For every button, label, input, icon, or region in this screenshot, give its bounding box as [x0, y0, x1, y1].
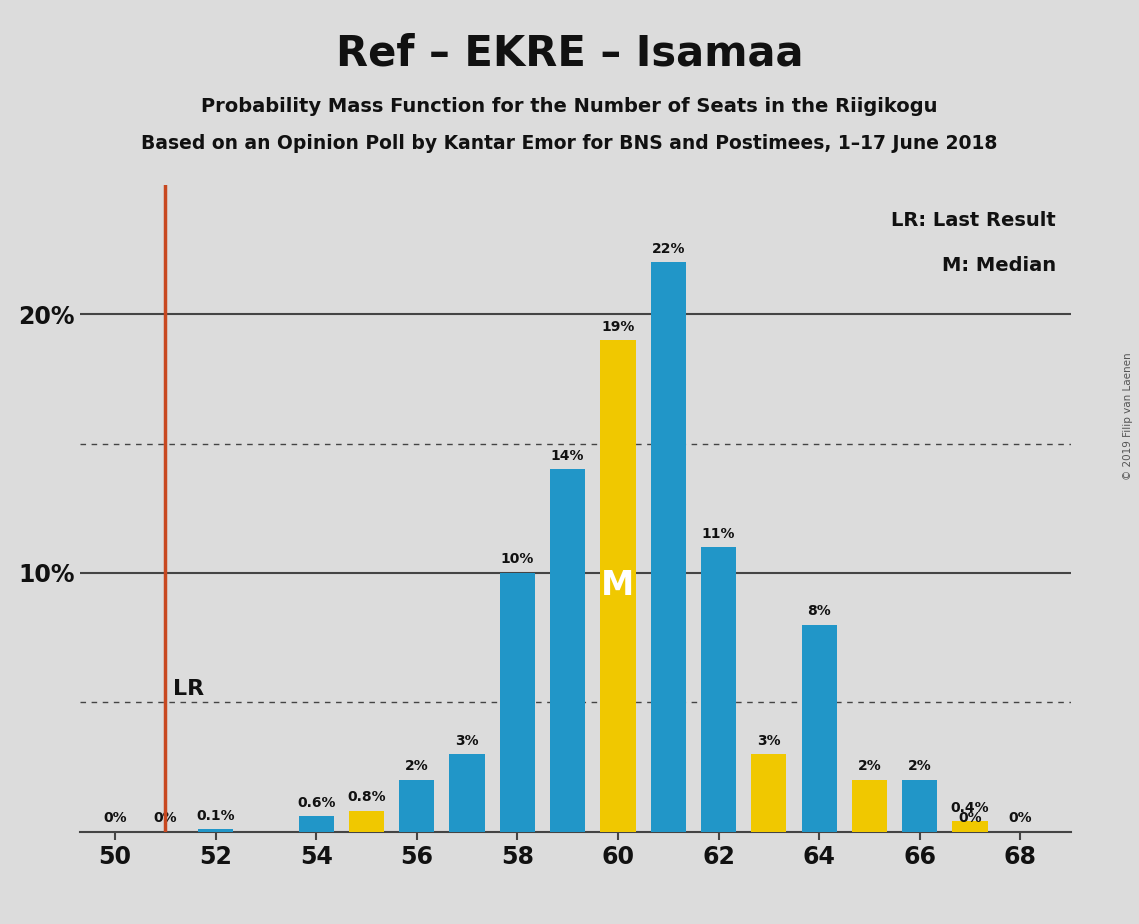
Bar — [450, 754, 485, 832]
Bar — [198, 829, 233, 832]
Text: LR: LR — [173, 679, 204, 699]
Text: 0.1%: 0.1% — [196, 808, 235, 822]
Text: 19%: 19% — [601, 320, 634, 334]
Text: Ref – EKRE – Isamaa: Ref – EKRE – Isamaa — [336, 32, 803, 74]
Bar — [500, 573, 535, 832]
Bar — [700, 547, 736, 832]
Text: 2%: 2% — [908, 760, 932, 773]
Text: 3%: 3% — [757, 734, 780, 748]
Bar — [802, 625, 837, 832]
Text: Probability Mass Function for the Number of Seats in the Riigikogu: Probability Mass Function for the Number… — [202, 97, 937, 116]
Text: 0%: 0% — [104, 811, 126, 825]
Bar — [550, 469, 585, 832]
Bar — [650, 262, 686, 832]
Text: 2%: 2% — [404, 760, 428, 773]
Bar — [399, 780, 434, 832]
Text: 14%: 14% — [551, 449, 584, 463]
Text: 0.6%: 0.6% — [297, 796, 335, 809]
Text: 8%: 8% — [808, 604, 831, 618]
Bar — [852, 780, 887, 832]
Text: 0.8%: 0.8% — [347, 790, 386, 805]
Text: 0.4%: 0.4% — [951, 801, 990, 815]
Bar — [298, 816, 334, 832]
Text: Based on an Opinion Poll by Kantar Emor for BNS and Postimees, 1–17 June 2018: Based on an Opinion Poll by Kantar Emor … — [141, 134, 998, 153]
Bar — [952, 821, 988, 832]
Bar — [902, 780, 937, 832]
Text: © 2019 Filip van Laenen: © 2019 Filip van Laenen — [1123, 352, 1133, 480]
Text: 0%: 0% — [1008, 811, 1032, 825]
Text: M: Median: M: Median — [942, 256, 1056, 275]
Bar — [600, 340, 636, 832]
Text: 10%: 10% — [501, 553, 534, 566]
Text: 11%: 11% — [702, 527, 736, 541]
Bar — [349, 811, 384, 832]
Text: 22%: 22% — [652, 242, 685, 256]
Text: 3%: 3% — [456, 734, 478, 748]
Text: 0%: 0% — [958, 811, 982, 825]
Text: LR: Last Result: LR: Last Result — [891, 211, 1056, 230]
Text: 2%: 2% — [858, 760, 882, 773]
Bar — [752, 754, 786, 832]
Text: M: M — [601, 569, 634, 602]
Text: 0%: 0% — [154, 811, 177, 825]
